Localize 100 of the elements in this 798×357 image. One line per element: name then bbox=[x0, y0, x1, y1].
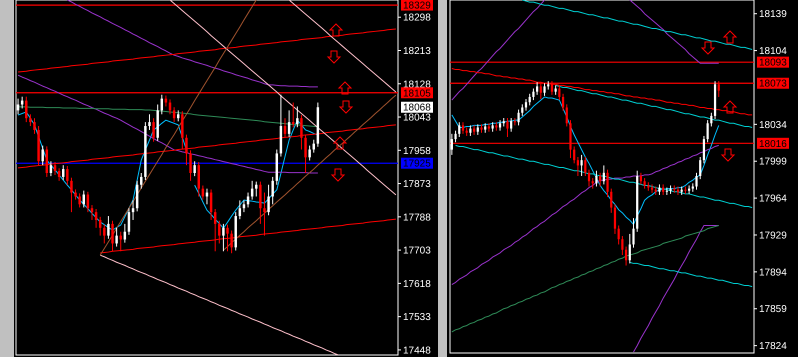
candlestick bbox=[210, 188, 212, 220]
y-tick-label: 17824 bbox=[759, 341, 788, 352]
candlestick bbox=[58, 168, 60, 182]
candlestick bbox=[78, 192, 81, 208]
candlestick bbox=[312, 139, 315, 154]
candlestick bbox=[554, 84, 557, 96]
candlestick bbox=[267, 184, 270, 216]
candlestick bbox=[644, 178, 646, 190]
y-tick-label: 17929 bbox=[759, 230, 788, 242]
candlestick bbox=[469, 124, 472, 136]
y-tick-label: 17859 bbox=[759, 304, 788, 316]
candlestick bbox=[528, 93, 531, 106]
candlestick bbox=[124, 223, 126, 244]
candlestick bbox=[524, 98, 528, 112]
candlestick bbox=[103, 224, 106, 244]
candlestick bbox=[580, 154, 583, 176]
ref-line-label: 18329 bbox=[403, 0, 432, 12]
y-tick-label: 17703 bbox=[403, 246, 432, 257]
candlestick bbox=[506, 118, 509, 138]
candlestick bbox=[198, 162, 200, 197]
candlestick bbox=[308, 145, 311, 161]
candlestick bbox=[62, 164, 64, 181]
line-series bbox=[288, 0, 396, 92]
candlestick bbox=[206, 188, 208, 205]
candlestick bbox=[521, 104, 524, 116]
candlestick bbox=[202, 185, 204, 200]
line-series bbox=[632, 225, 720, 352]
candlestick bbox=[702, 135, 706, 164]
candlestick bbox=[160, 94, 164, 115]
candlestick bbox=[595, 170, 598, 188]
candlestick bbox=[602, 164, 605, 185]
candlestick bbox=[292, 102, 294, 128]
candlestick bbox=[246, 192, 250, 208]
candlestick bbox=[115, 227, 118, 248]
y-tick-label: 17788 bbox=[403, 212, 432, 224]
candlestick bbox=[618, 225, 620, 245]
line-series bbox=[170, 0, 396, 196]
line-series bbox=[100, 254, 339, 355]
candlestick bbox=[94, 208, 98, 228]
candlestick bbox=[484, 122, 486, 134]
candlestick bbox=[614, 204, 616, 234]
y-tick-label: 17873 bbox=[403, 179, 432, 190]
candlestick bbox=[517, 109, 520, 126]
candlestick bbox=[259, 181, 262, 224]
candlestick bbox=[288, 110, 290, 138]
candlestick bbox=[606, 169, 609, 198]
candlestick bbox=[632, 218, 635, 248]
candlestick bbox=[74, 188, 77, 200]
candlestick bbox=[238, 200, 242, 220]
line-series bbox=[66, 0, 318, 88]
y-tick-label: 17533 bbox=[403, 312, 432, 324]
candlestick bbox=[476, 124, 479, 136]
y-tick-label: 18298 bbox=[403, 12, 432, 24]
candlestick bbox=[193, 160, 196, 177]
y-tick-label: 17958 bbox=[403, 146, 432, 157]
line-series bbox=[451, 225, 720, 332]
ref-line-label: 18073 bbox=[759, 78, 788, 90]
candlestick bbox=[176, 110, 180, 122]
y-tick-label: 18104 bbox=[759, 46, 788, 58]
candlestick bbox=[255, 181, 258, 197]
candlestick bbox=[510, 118, 512, 132]
candlestick bbox=[128, 208, 130, 236]
candlestick bbox=[148, 114, 151, 130]
candlestick bbox=[296, 106, 299, 128]
candlestick bbox=[624, 246, 628, 266]
candlestick bbox=[610, 188, 612, 214]
ref-line-label: 17925 bbox=[403, 158, 432, 170]
candlestick bbox=[576, 156, 580, 176]
candlestick bbox=[271, 176, 274, 205]
line-series bbox=[451, 68, 753, 116]
line-series bbox=[629, 0, 720, 64]
candlestick bbox=[29, 114, 32, 127]
line-series bbox=[222, 94, 396, 251]
candlestick bbox=[41, 145, 44, 166]
y-tick-label: 18034 bbox=[759, 120, 788, 131]
candlestick bbox=[662, 184, 664, 196]
candlestick bbox=[699, 156, 702, 180]
line-series bbox=[629, 262, 753, 288]
y-tick-label: 18139 bbox=[759, 9, 788, 20]
candlestick bbox=[107, 216, 110, 240]
line-series bbox=[100, 0, 257, 256]
candlestick bbox=[185, 134, 188, 166]
candlestick bbox=[592, 178, 594, 190]
line-series bbox=[455, 144, 753, 208]
candlestick bbox=[82, 190, 85, 208]
candlestick bbox=[90, 204, 94, 220]
candlestick bbox=[710, 112, 712, 127]
y-tick-label: 18043 bbox=[403, 112, 432, 124]
y-tick-label: 17618 bbox=[403, 278, 432, 290]
ref-line-label: 18093 bbox=[759, 58, 788, 69]
candlestick bbox=[250, 180, 254, 200]
y-tick-label: 18213 bbox=[403, 46, 432, 57]
line-series bbox=[451, 0, 546, 101]
candlestick bbox=[573, 146, 576, 164]
candlestick bbox=[50, 160, 52, 177]
ref-line-label: 18016 bbox=[759, 138, 788, 150]
candlestick bbox=[164, 95, 168, 107]
candlestick bbox=[658, 184, 661, 196]
candlestick bbox=[33, 118, 36, 134]
candlestick bbox=[66, 165, 69, 186]
